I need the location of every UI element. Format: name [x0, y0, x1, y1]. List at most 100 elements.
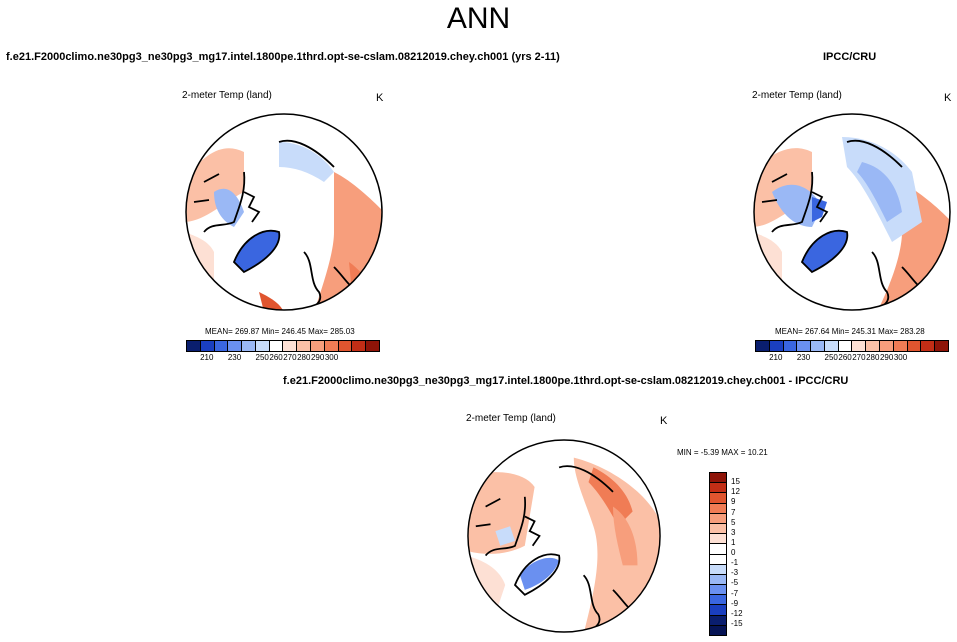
colorbar-swatch [200, 341, 215, 351]
colorbar-tick-label: -12 [731, 608, 743, 618]
colorbar-tick-label: -7 [731, 588, 739, 598]
colorbar-swatch [710, 493, 726, 504]
colorbar-swatch [866, 341, 881, 351]
colorbar-tick-label: 300 [893, 353, 908, 362]
colorbar-tick-label: 270 [852, 353, 866, 362]
colorbar-swatch [710, 625, 726, 635]
colorbar-swatch [242, 341, 256, 351]
colorbar-swatch [710, 605, 726, 616]
colorbar-tick-label: 260 [838, 353, 852, 362]
panel3-stats: MIN = -5.39 MAX = 10.21 [677, 448, 768, 457]
colorbar-swatch [366, 341, 379, 351]
panel2-colorbar: 210 230 250 260 270 280 290 300 [755, 340, 949, 364]
colorbar-swatch [269, 341, 284, 351]
panel3-colorbar-labels: 15 12 9 7 5 3 1 0 -1 -3 -5 -7 -9 -12 -15 [731, 472, 761, 634]
colorbar-swatch [710, 534, 726, 545]
colorbar-tick-label: 250 [824, 353, 838, 362]
colorbar-swatch [311, 341, 325, 351]
colorbar-tick-label: 230 [227, 353, 242, 362]
colorbar-swatch [710, 513, 726, 524]
colorbar-swatch [838, 341, 853, 351]
colorbar-tick-label: 300 [324, 353, 339, 362]
colorbar-tick-label: 230 [796, 353, 811, 362]
panel1-colorbar-labels: 210 230 250 260 270 280 290 300 [186, 352, 380, 364]
panel1-case-title: f.e21.F2000climo.ne30pg3_ne30pg3_mg17.in… [6, 51, 560, 63]
panel2-case-title: IPCC/CRU [823, 51, 877, 63]
panel1-map [185, 113, 383, 311]
panel1-variable: 2-meter Temp (land) [182, 90, 272, 101]
colorbar-swatch [893, 341, 908, 351]
panel1-stats: MEAN= 269.87 Min= 246.45 Max= 285.03 [205, 327, 355, 336]
colorbar-swatch [797, 341, 812, 351]
colorbar-swatch [187, 341, 201, 351]
colorbar-swatch [228, 341, 243, 351]
colorbar-tick-label: -3 [731, 568, 739, 578]
colorbar-swatch [907, 341, 922, 351]
colorbar-swatch [710, 564, 726, 575]
colorbar-swatch [880, 341, 894, 351]
colorbar-tick-label: -15 [731, 618, 743, 628]
colorbar-swatch [783, 341, 798, 351]
panel3-variable: 2-meter Temp (land) [466, 413, 556, 424]
colorbar-swatch [769, 341, 784, 351]
colorbar-swatch [710, 585, 726, 596]
colorbar-swatch [710, 523, 726, 535]
colorbar-tick-label: 280 [297, 353, 311, 362]
colorbar-tick-label: 1 [731, 537, 736, 547]
colorbar-swatch [710, 483, 726, 494]
colorbar-swatch [214, 341, 229, 351]
panel2-colorbar-labels: 210 230 250 260 270 280 290 300 [755, 352, 949, 364]
colorbar-tick-label: 210 [200, 353, 214, 362]
colorbar-swatch [756, 341, 770, 351]
colorbar-tick-label: 5 [731, 517, 736, 527]
panel2-units: K [944, 92, 952, 104]
colorbar-swatch [710, 595, 726, 606]
colorbar-tick-label: 250 [255, 353, 269, 362]
panel3-colorbar-swatches [709, 472, 727, 636]
colorbar-swatch [283, 341, 298, 351]
colorbar-swatch [710, 554, 726, 565]
panel3-case-title: f.e21.F2000climo.ne30pg3_ne30pg3_mg17.in… [283, 375, 849, 387]
colorbar-tick-label: 0 [731, 548, 736, 557]
colorbar-tick-label: 3 [731, 527, 736, 537]
panel1-units: K [376, 92, 384, 104]
colorbar-tick-label: 15 [731, 477, 740, 487]
colorbar-swatch [255, 341, 270, 351]
colorbar-swatch [710, 503, 726, 514]
colorbar-tick-label: -9 [731, 598, 739, 608]
main-title: ANN [446, 2, 511, 35]
colorbar-swatch [338, 341, 353, 351]
colorbar-swatch [710, 574, 726, 586]
colorbar-swatch [710, 615, 726, 626]
colorbar-tick-label: 7 [731, 507, 736, 517]
colorbar-swatch [710, 544, 726, 555]
panel2-stats: MEAN= 267.64 Min= 245.31 Max= 283.28 [775, 327, 925, 336]
panel3-colorbar [709, 472, 727, 636]
colorbar-tick-label: 12 [731, 487, 740, 497]
colorbar-swatch [710, 473, 726, 484]
colorbar-tick-label: 290 [310, 353, 325, 362]
colorbar-swatch [824, 341, 839, 351]
colorbar-tick-label: 290 [879, 353, 894, 362]
panel2-colorbar-swatches [755, 340, 949, 352]
colorbar-tick-label: -5 [731, 578, 739, 588]
colorbar-swatch [297, 341, 312, 351]
colorbar-swatch [935, 341, 948, 351]
colorbar-tick-label: 280 [866, 353, 880, 362]
colorbar-swatch [324, 341, 339, 351]
colorbar-swatch [852, 341, 867, 351]
colorbar-tick-label: 210 [769, 353, 783, 362]
colorbar-tick-label: -1 [731, 558, 739, 568]
panel3-units: K [660, 415, 668, 427]
panel1-colorbar: 210 230 250 260 270 280 290 300 [186, 340, 380, 364]
colorbar-tick-label: 9 [731, 497, 736, 507]
panel3-map [467, 439, 661, 633]
panel2-map [753, 113, 951, 311]
panel1-colorbar-swatches [186, 340, 380, 352]
colorbar-swatch [352, 341, 367, 351]
panel2-variable: 2-meter Temp (land) [752, 90, 842, 101]
colorbar-tick-label: 270 [283, 353, 297, 362]
colorbar-swatch [921, 341, 936, 351]
colorbar-tick-label: 260 [269, 353, 283, 362]
colorbar-swatch [811, 341, 825, 351]
